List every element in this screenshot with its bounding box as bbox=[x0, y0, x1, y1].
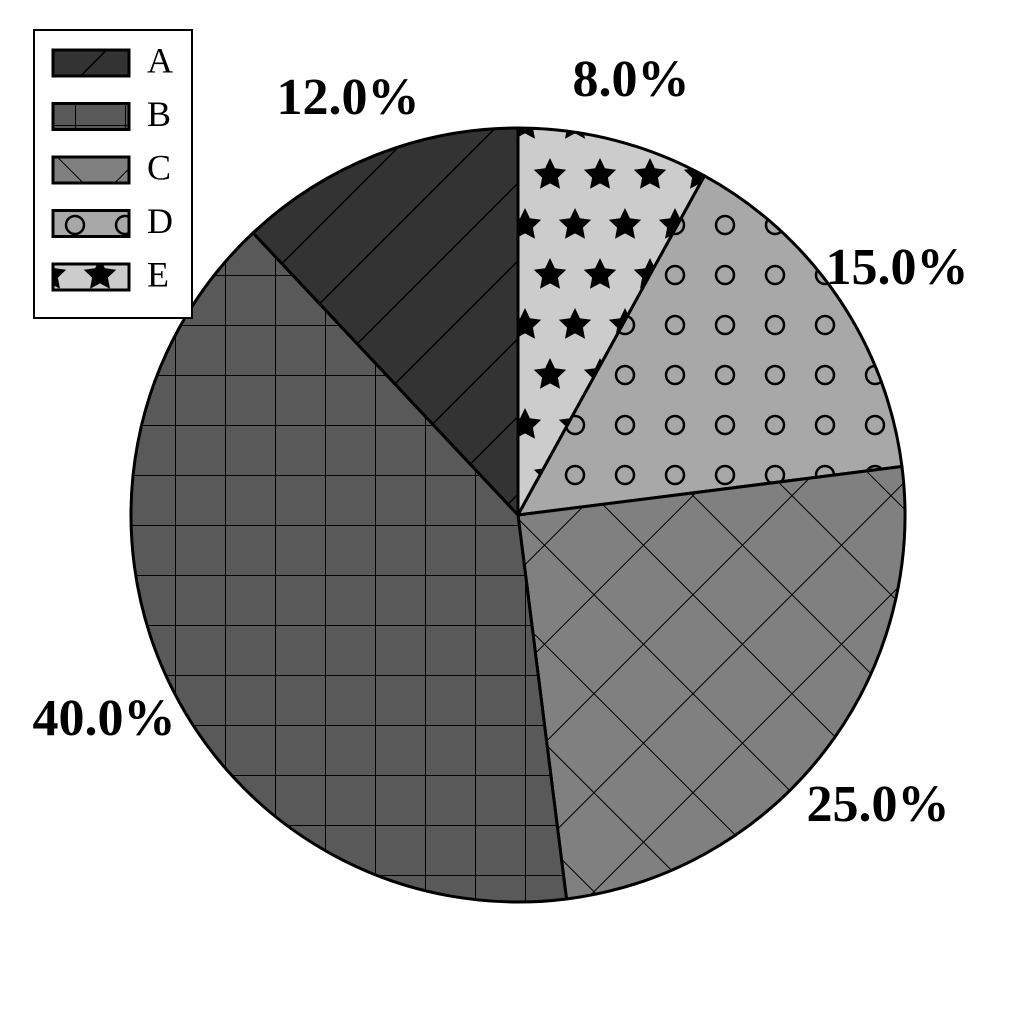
legend-swatch-b bbox=[51, 102, 131, 131]
legend-swatch-e bbox=[51, 262, 131, 292]
legend-swatch-d bbox=[51, 209, 131, 238]
legend-label-e: E bbox=[147, 254, 169, 294]
pie-slice-b bbox=[129, 231, 568, 904]
slice-label-c: 25.0% bbox=[807, 776, 950, 833]
pie-slices bbox=[129, 126, 907, 904]
legend-swatch-a bbox=[51, 48, 131, 78]
legend-swatch-c bbox=[51, 155, 131, 185]
slice-label-b: 40.0% bbox=[33, 690, 176, 747]
slice-label-e: 8.0% bbox=[573, 51, 690, 108]
pie-slice-e bbox=[516, 126, 706, 517]
pie-slice-d bbox=[516, 174, 904, 517]
legend-label-d: D bbox=[147, 201, 173, 241]
pie-slice-a bbox=[251, 126, 520, 517]
slice-label-a: 12.0% bbox=[277, 69, 420, 126]
legend-label-b: B bbox=[147, 94, 171, 134]
legend-label-a: A bbox=[147, 40, 173, 80]
slice-label-d: 15.0% bbox=[826, 239, 969, 296]
legend-label-c: C bbox=[147, 147, 171, 187]
pie-slice-c bbox=[516, 465, 907, 901]
pie-labels: 8.0% 15.0% 25.0% 40.0% 12.0% bbox=[33, 51, 969, 833]
